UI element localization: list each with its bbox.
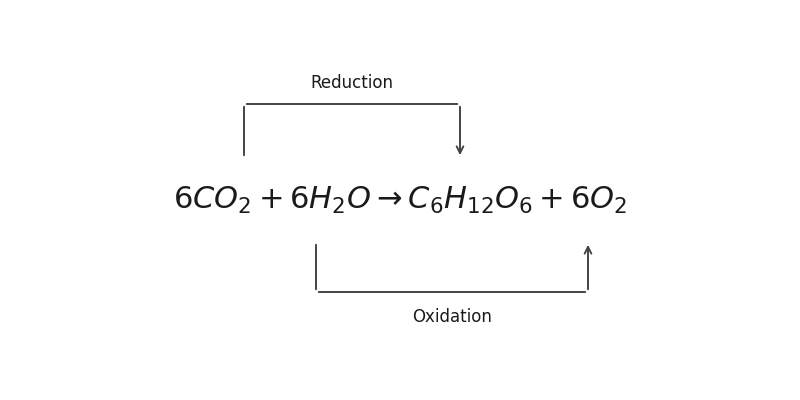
Text: $6CO_2 + 6H_2O \rightarrow C_6H_{12}O_6 + 6O_2$: $6CO_2 + 6H_2O \rightarrow C_6H_{12}O_6 …	[173, 184, 627, 216]
Text: Reduction: Reduction	[310, 74, 394, 92]
Text: Oxidation: Oxidation	[412, 308, 492, 326]
